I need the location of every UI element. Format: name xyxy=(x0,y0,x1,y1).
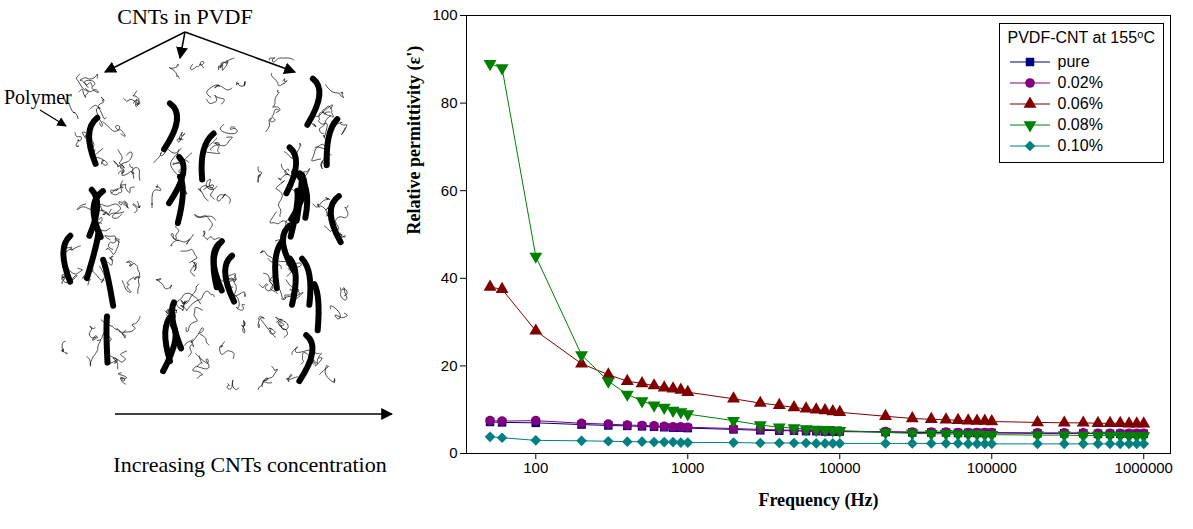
svg-text:100000: 100000 xyxy=(967,459,1017,476)
svg-text:Frequency (Hz): Frequency (Hz) xyxy=(758,490,878,511)
svg-text:20: 20 xyxy=(441,357,458,374)
svg-text:1000: 1000 xyxy=(671,459,704,476)
html-text:0.02%: 0.02% xyxy=(1057,73,1103,91)
svg-text:CNTs in PVDF: CNTs in PVDF xyxy=(117,4,252,29)
svg-text:Increasing CNTs concentration: Increasing CNTs concentration xyxy=(113,452,386,477)
svg-text:40: 40 xyxy=(441,269,458,286)
svg-text:60: 60 xyxy=(441,182,458,199)
svg-text:100: 100 xyxy=(432,6,457,23)
svg-text:Polymer: Polymer xyxy=(4,86,72,109)
svg-text:1000000: 1000000 xyxy=(1115,459,1173,476)
html-text:0.10%: 0.10% xyxy=(1057,136,1103,154)
html-text:PVDF-CNT at 155⁰C: PVDF-CNT at 155⁰C xyxy=(1007,29,1155,46)
svg-text:100: 100 xyxy=(523,459,548,476)
html-text:0.06%: 0.06% xyxy=(1057,94,1103,112)
svg-text:Relative permittivity (ε'): Relative permittivity (ε') xyxy=(404,46,425,235)
html-text:pure: pure xyxy=(1057,52,1090,70)
svg-text:0: 0 xyxy=(449,444,457,461)
svg-text:80: 80 xyxy=(441,94,458,111)
html-text:0.08%: 0.08% xyxy=(1057,115,1103,133)
svg-text:10000: 10000 xyxy=(819,459,861,476)
